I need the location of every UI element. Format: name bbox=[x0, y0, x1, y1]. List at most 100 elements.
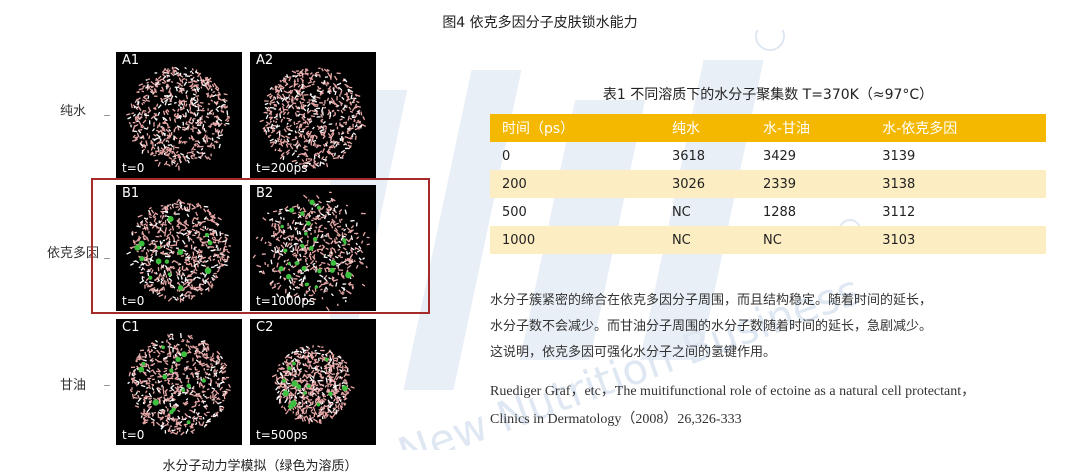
water-molecule bbox=[217, 241, 220, 244]
water-molecule bbox=[291, 280, 294, 284]
water-molecule bbox=[172, 355, 175, 358]
water-molecule bbox=[318, 230, 324, 233]
water-molecule bbox=[151, 342, 157, 346]
water-molecule bbox=[182, 77, 186, 81]
water-molecule bbox=[324, 142, 328, 147]
water-molecule bbox=[284, 355, 288, 359]
water-molecule bbox=[305, 405, 309, 409]
solute-molecule bbox=[156, 245, 161, 250]
water-molecule bbox=[156, 277, 161, 282]
water-molecule bbox=[178, 139, 181, 144]
water-molecule bbox=[212, 277, 216, 281]
water-molecule bbox=[153, 88, 156, 92]
water-molecule bbox=[279, 208, 283, 211]
simulation-panel: C1 t=0 bbox=[116, 319, 242, 445]
water-molecule bbox=[324, 156, 328, 160]
water-molecule bbox=[297, 84, 301, 88]
water-molecule bbox=[346, 264, 352, 269]
water-molecule bbox=[214, 276, 218, 279]
water-molecule bbox=[330, 240, 334, 244]
water-molecule bbox=[182, 155, 186, 158]
water-molecule bbox=[288, 396, 291, 401]
water-molecule bbox=[215, 88, 219, 92]
water-molecule bbox=[354, 123, 358, 128]
water-molecule bbox=[144, 256, 148, 260]
water-molecule bbox=[196, 112, 199, 116]
water-molecule bbox=[294, 89, 298, 92]
water-molecule bbox=[262, 217, 267, 221]
water-molecule bbox=[277, 363, 281, 367]
water-molecule bbox=[332, 384, 335, 387]
water-molecule bbox=[159, 139, 162, 142]
water-molecule bbox=[294, 130, 297, 134]
water-molecule bbox=[306, 395, 309, 398]
water-molecule bbox=[155, 129, 160, 133]
water-molecule bbox=[300, 103, 303, 108]
water-molecule bbox=[214, 123, 218, 127]
water-molecule bbox=[137, 90, 140, 93]
aggregation-table: 时间（ps） 纯水 水-甘油 水-依克多因 0 3618 3429 3139 2… bbox=[490, 114, 1046, 254]
solute-molecule bbox=[167, 215, 174, 223]
water-molecule bbox=[300, 97, 306, 101]
water-molecule bbox=[213, 369, 215, 373]
water-molecule bbox=[193, 417, 199, 420]
water-molecule bbox=[202, 363, 208, 367]
water-molecule bbox=[134, 136, 139, 139]
water-molecule bbox=[168, 228, 172, 232]
water-molecule bbox=[304, 369, 308, 373]
water-molecule bbox=[131, 372, 134, 376]
water-molecule bbox=[279, 113, 282, 119]
water-molecule bbox=[282, 277, 287, 280]
water-molecule bbox=[347, 115, 350, 121]
water-molecule bbox=[206, 376, 210, 380]
water-molecule bbox=[159, 149, 165, 153]
water-molecule bbox=[219, 409, 223, 412]
water-molecule bbox=[274, 381, 277, 385]
water-molecule bbox=[320, 129, 325, 132]
water-molecule bbox=[147, 365, 151, 370]
water-molecule bbox=[273, 104, 278, 107]
table-cell: 3618 bbox=[671, 148, 706, 164]
water-molecule bbox=[184, 66, 187, 70]
water-molecule bbox=[279, 234, 282, 239]
water-molecule bbox=[282, 93, 286, 99]
water-molecule bbox=[149, 357, 154, 361]
water-molecule bbox=[159, 240, 162, 245]
water-molecule bbox=[350, 219, 355, 222]
water-molecule bbox=[299, 100, 302, 105]
water-molecule bbox=[154, 212, 159, 216]
water-molecule bbox=[321, 156, 325, 160]
water-molecule bbox=[166, 278, 170, 283]
water-molecule bbox=[183, 261, 188, 264]
water-molecule bbox=[141, 102, 144, 106]
water-molecule bbox=[143, 217, 148, 220]
water-molecule bbox=[203, 405, 206, 408]
water-molecule bbox=[212, 213, 216, 218]
water-molecule bbox=[150, 253, 154, 257]
water-molecule bbox=[201, 244, 205, 247]
water-molecule bbox=[200, 80, 206, 84]
water-molecule bbox=[274, 222, 277, 226]
water-molecule bbox=[294, 395, 298, 399]
water-molecule bbox=[297, 238, 302, 242]
water-molecule bbox=[183, 157, 187, 162]
water-molecule bbox=[132, 380, 137, 385]
water-molecule bbox=[344, 83, 350, 88]
water-molecule bbox=[198, 417, 203, 420]
water-molecule bbox=[146, 83, 149, 88]
water-molecule bbox=[348, 251, 351, 255]
water-molecule bbox=[307, 228, 312, 232]
water-molecule bbox=[269, 98, 275, 103]
solute-molecule bbox=[288, 403, 294, 410]
water-molecule bbox=[209, 109, 213, 113]
water-molecule bbox=[198, 420, 201, 426]
water-molecule bbox=[198, 383, 201, 388]
water-molecule bbox=[292, 252, 297, 256]
water-molecule bbox=[181, 338, 185, 342]
water-molecule bbox=[264, 102, 269, 106]
water-molecule bbox=[337, 254, 341, 258]
column-header-time: 时间（ps） bbox=[490, 114, 660, 142]
water-molecule bbox=[300, 83, 304, 89]
water-molecule bbox=[213, 393, 218, 398]
water-molecule bbox=[296, 392, 300, 395]
